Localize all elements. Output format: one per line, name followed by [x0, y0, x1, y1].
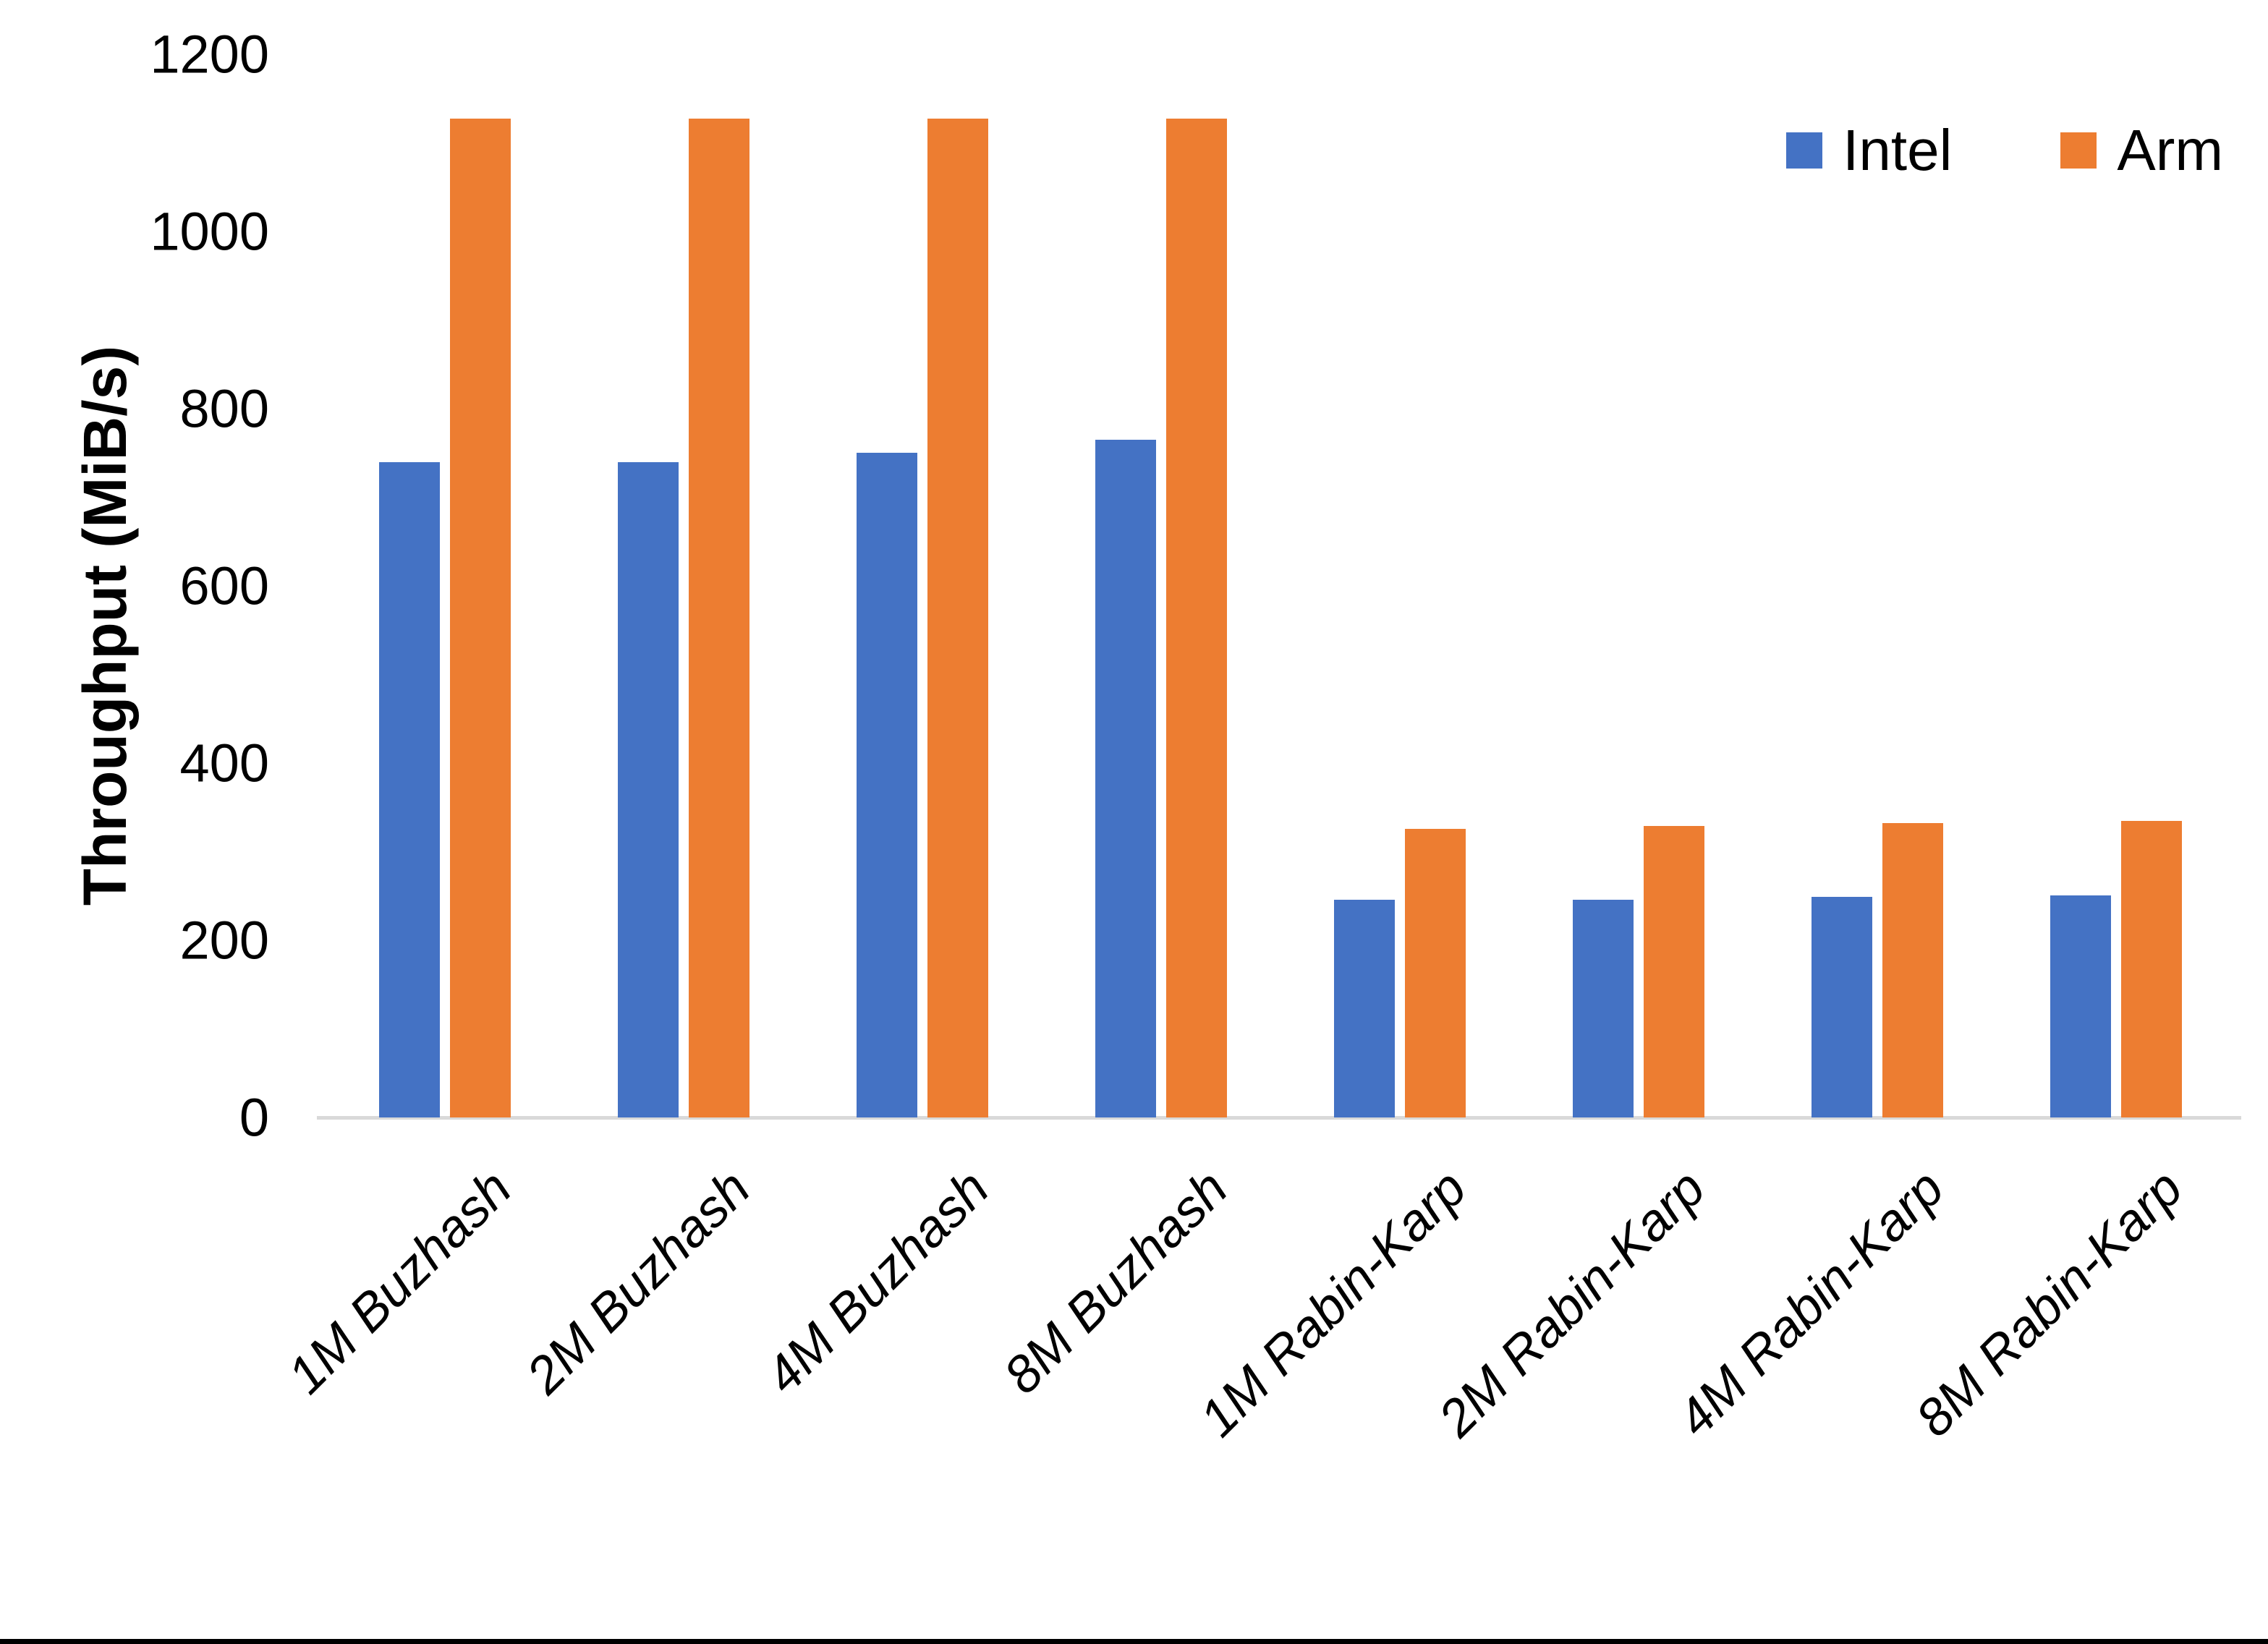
bar-group-1m-rabin-karp — [1280, 54, 1519, 1117]
bar-group-1m-buzhash — [326, 54, 564, 1117]
bar-arm-1m-rabin-karp — [1405, 828, 1466, 1117]
bar-arm-1m-buzhash — [450, 119, 511, 1117]
bar-intel-1m-rabin-karp — [1334, 899, 1395, 1117]
legend-swatch-intel — [1786, 132, 1823, 169]
legend: Intel Arm — [1786, 122, 2223, 179]
bar-group-8m-rabin-karp — [1997, 54, 2235, 1117]
y-tick-label-600: 600 — [179, 555, 269, 616]
bar-arm-4m-buzhash — [927, 119, 988, 1117]
y-tick-label-200: 200 — [179, 910, 269, 971]
bar-intel-4m-buzhash — [857, 453, 917, 1117]
bar-intel-2m-buzhash — [618, 461, 679, 1117]
x-axis-label-1m-buzhash: 1M Buzhash — [276, 1159, 523, 1405]
bar-intel-8m-buzhash — [1095, 439, 1156, 1117]
x-axis-label-8m-buzhash: 8M Buzhash — [993, 1159, 1239, 1405]
x-axis-label-2m-buzhash: 2M Buzhash — [515, 1159, 762, 1405]
x-axis-baseline — [317, 1116, 2241, 1120]
bar-arm-8m-buzhash — [1166, 119, 1227, 1117]
bottom-border-bar — [0, 1639, 2268, 1644]
legend-swatch-arm — [2060, 132, 2097, 169]
legend-label-arm: Arm — [2117, 118, 2223, 182]
bar-group-8m-buzhash — [1042, 54, 1280, 1117]
y-tick-label-400: 400 — [179, 733, 269, 793]
bar-group-2m-buzhash — [564, 54, 803, 1117]
y-tick-label-0: 0 — [239, 1087, 269, 1148]
bar-intel-1m-buzhash — [379, 461, 440, 1117]
bar-intel-4m-rabin-karp — [1812, 896, 1872, 1117]
y-tick-label-1200: 1200 — [150, 24, 269, 85]
bar-arm-2m-buzhash — [689, 119, 749, 1117]
bar-intel-8m-rabin-karp — [2050, 895, 2111, 1117]
bar-arm-8m-rabin-karp — [2121, 820, 2182, 1117]
bar-arm-2m-rabin-karp — [1644, 825, 1704, 1117]
bar-group-4m-rabin-karp — [1758, 54, 1997, 1117]
bar-group-2m-rabin-karp — [1519, 54, 1758, 1117]
legend-label-intel: Intel — [1843, 118, 1953, 182]
legend-item-arm: Arm — [2060, 122, 2223, 179]
bar-intel-2m-rabin-karp — [1573, 899, 1634, 1117]
legend-item-intel: Intel — [1786, 122, 1952, 179]
y-tick-label-800: 800 — [179, 378, 269, 439]
bar-group-4m-buzhash — [803, 54, 1042, 1117]
y-tick-label-1000: 1000 — [150, 201, 269, 262]
y-axis-title: Throughput (MiB/s) — [71, 345, 139, 906]
bar-arm-4m-rabin-karp — [1882, 823, 1943, 1117]
x-axis-label-4m-buzhash: 4M Buzhash — [754, 1159, 1001, 1405]
plot-area — [326, 54, 2235, 1117]
